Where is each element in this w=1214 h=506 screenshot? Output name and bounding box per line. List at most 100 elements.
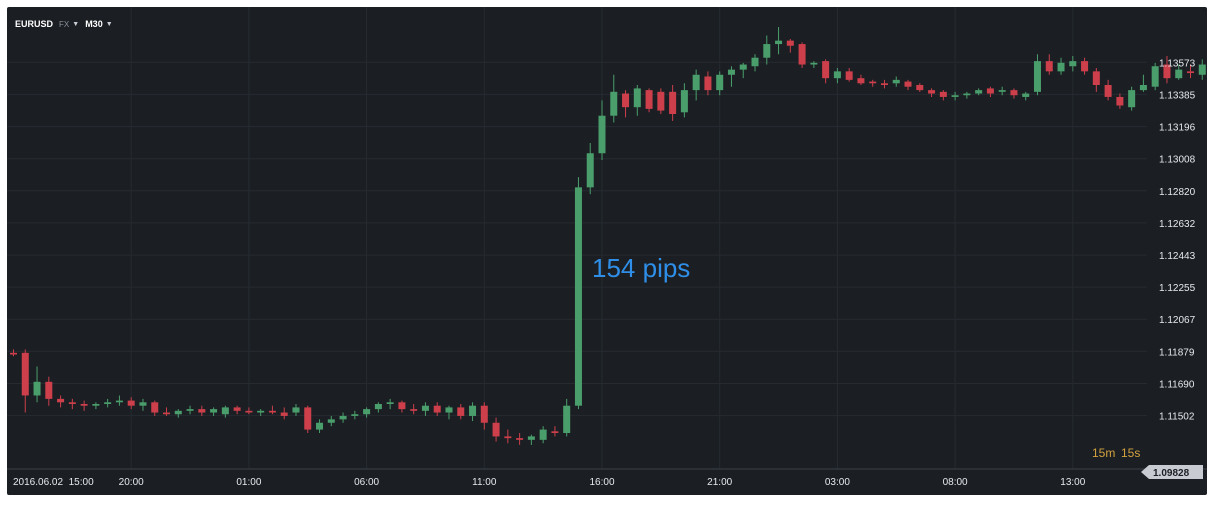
pips-annotation: 154 pips <box>592 253 690 283</box>
candle-body <box>386 402 394 404</box>
candle <box>869 79 877 87</box>
candle-body <box>198 409 206 413</box>
candle-body <box>304 407 312 430</box>
candle-body <box>1163 64 1171 79</box>
candle-body <box>539 429 547 440</box>
candle-body <box>1175 69 1183 79</box>
candle <box>563 398 571 437</box>
candle-body <box>598 115 606 154</box>
candle-body <box>1139 85 1147 91</box>
candle <box>198 405 206 416</box>
candle-body <box>33 381 41 396</box>
time-tick-label: 01:00 <box>236 477 261 488</box>
candle-body <box>374 404 382 410</box>
candle <box>233 405 241 415</box>
current-price-tag <box>1141 465 1203 479</box>
candle-body <box>1045 61 1053 72</box>
candle-body <box>833 71 841 79</box>
candle-body <box>1069 61 1077 67</box>
candle-body <box>1104 85 1112 97</box>
candle-body <box>1151 66 1159 87</box>
candle <box>151 400 159 416</box>
candle-body <box>798 44 806 65</box>
candle-body <box>292 407 300 413</box>
candle <box>57 395 65 408</box>
candle-body <box>739 64 747 70</box>
candle-body <box>963 93 971 96</box>
chevron-down-icon: ▼ <box>105 20 113 28</box>
candle-body <box>1081 61 1089 72</box>
chart-frame[interactable]: EURUSD FX ▼ M30 ▼ 1.13573 1.13385 1.13196 1… <box>7 7 1207 495</box>
price-tick-label: 1.12820 <box>1159 187 1196 198</box>
candle <box>1198 59 1206 80</box>
candle-body <box>669 91 677 114</box>
candle-body <box>245 410 253 413</box>
candle <box>857 74 865 85</box>
candle <box>574 177 582 410</box>
candle-body <box>1128 90 1136 108</box>
candle <box>527 434 535 445</box>
candle <box>1057 57 1065 75</box>
candle-body <box>645 90 653 109</box>
time-axis[interactable]: 2016.06.02 15:00 20:00 01:00 06:00 11:00 16:0… <box>7 468 1207 488</box>
candle <box>1151 62 1159 91</box>
time-tick-label: 16:00 <box>589 477 614 488</box>
candle <box>163 407 171 416</box>
candle-body <box>398 402 406 410</box>
symbol-label[interactable]: EURUSD <box>15 19 54 29</box>
candle <box>398 400 406 413</box>
candle <box>433 402 441 416</box>
market-dropdown[interactable]: FX ▼ <box>59 20 79 29</box>
candle <box>186 405 194 415</box>
candle <box>139 398 147 411</box>
candle <box>904 79 912 91</box>
price-tick-label: 1.13573 <box>1159 58 1196 69</box>
candle-body <box>574 187 582 406</box>
price-tick-label: 1.12632 <box>1159 219 1196 230</box>
candle <box>292 404 300 416</box>
candle <box>622 90 630 118</box>
candle <box>1116 93 1124 109</box>
time-tick-label: 08:00 <box>943 477 968 488</box>
candle <box>504 429 512 444</box>
candle <box>775 27 783 55</box>
candle <box>822 59 830 84</box>
candle-body <box>469 405 477 416</box>
candle-body <box>998 90 1006 92</box>
candle-body <box>869 81 877 84</box>
candle <box>280 407 288 420</box>
candle <box>492 417 500 442</box>
candle <box>998 86 1006 96</box>
candlestick-chart[interactable]: 1.13573 1.13385 1.13196 1.13008 1.12820 1.126… <box>7 7 1207 495</box>
candle-body <box>704 76 712 91</box>
candle <box>763 35 771 65</box>
candle <box>986 86 994 97</box>
candle-body <box>233 407 241 411</box>
price-tick-label: 1.12443 <box>1159 251 1196 262</box>
candle <box>916 83 924 92</box>
candle-body <box>563 405 571 433</box>
candle-body <box>127 400 135 406</box>
candle-body <box>80 404 88 406</box>
candle-body <box>115 400 123 403</box>
price-tick-label: 1.11502 <box>1159 412 1195 423</box>
candle <box>975 88 983 96</box>
price-axis[interactable]: 1.13573 1.13385 1.13196 1.13008 1.12820 1.126… <box>1159 58 1196 422</box>
candle <box>551 426 559 437</box>
timeframe-dropdown[interactable]: M30 ▼ <box>85 19 112 29</box>
candle-body <box>892 79 900 84</box>
candle <box>1045 54 1053 75</box>
candle-body <box>1033 61 1041 92</box>
countdown-minutes: 15m <box>1092 446 1115 460</box>
countdown: 15m 15s <box>1092 446 1140 460</box>
candle-body <box>504 436 512 439</box>
candle-body <box>845 71 853 80</box>
candle-body <box>410 409 418 411</box>
candle <box>598 100 606 161</box>
candle <box>174 409 182 418</box>
candle <box>351 410 359 420</box>
candle <box>339 412 347 423</box>
candle-body <box>1092 71 1100 85</box>
candle <box>1139 74 1147 92</box>
candle <box>68 398 76 410</box>
